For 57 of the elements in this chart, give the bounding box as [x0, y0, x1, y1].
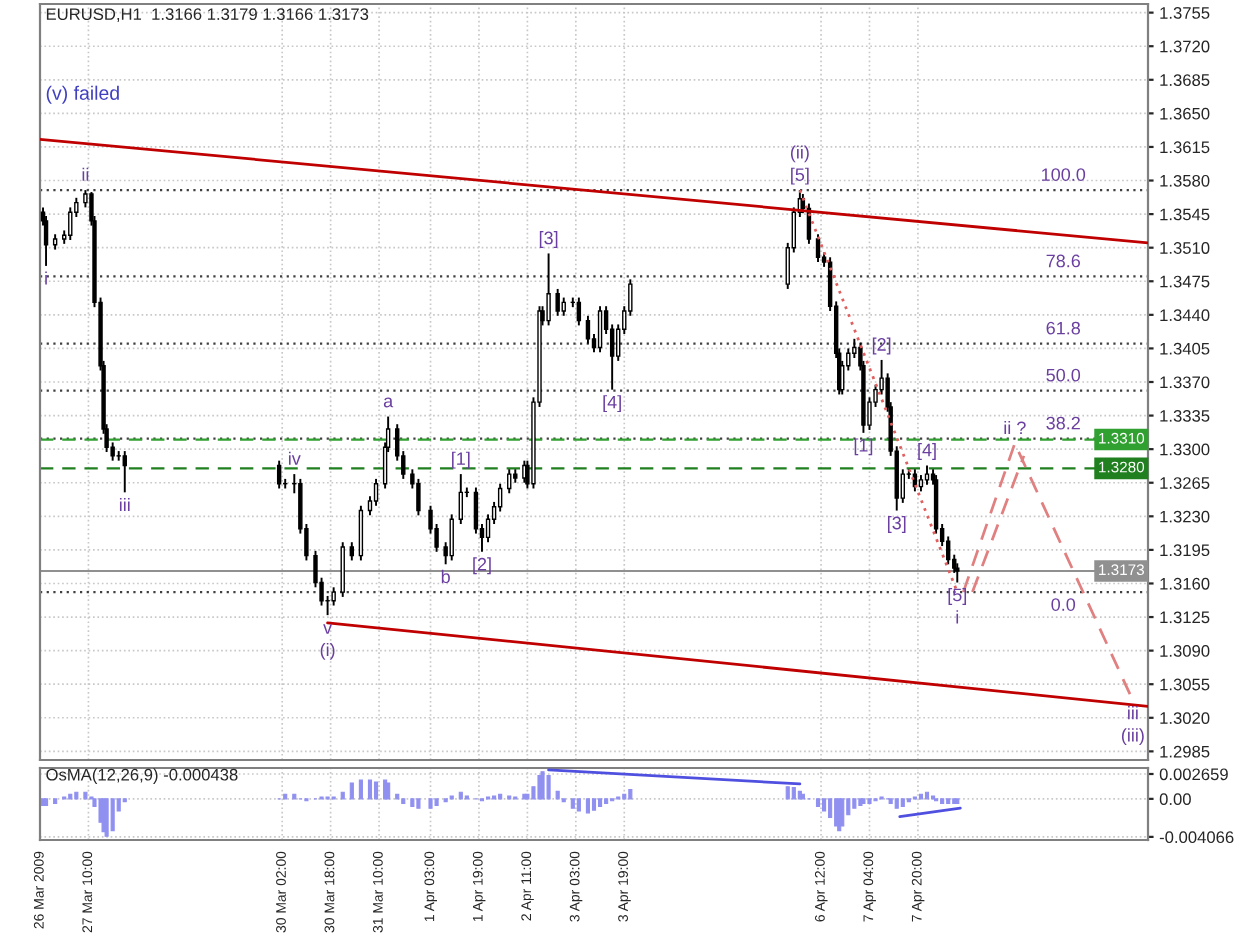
y-tick-label: 1.3230 [1160, 510, 1210, 523]
annotation: a [383, 397, 394, 408]
y-tick-label: 1.3545 [1160, 208, 1210, 221]
y-tick-label: 0.002659 [1159, 768, 1228, 781]
y-tick-label: 1.3125 [1160, 611, 1210, 624]
annotation: ii ? [1004, 421, 1026, 435]
annotation: i [45, 271, 47, 285]
y-tick-label: 1.3580 [1160, 174, 1210, 187]
annotation: 100.0 [1042, 168, 1086, 181]
y-tick-label: 1.3090 [1160, 645, 1210, 657]
annotation: i [956, 610, 959, 624]
y-tick-label: 1.2985 [1160, 745, 1210, 758]
annotation: [1] [452, 451, 470, 469]
annotation: (ii) [790, 145, 809, 163]
y-tick-label: -0.004066 [1159, 831, 1234, 844]
y-tick-label: 0.00 [1159, 793, 1191, 806]
annotation: [1] [854, 438, 873, 456]
annotation: (iii) [1121, 728, 1144, 746]
annotation: iii [1128, 706, 1138, 720]
annotation: 61.8 [1046, 321, 1081, 335]
y-tick-label: 1.3615 [1160, 141, 1210, 154]
annotation: [3] [887, 516, 906, 533]
annotation: 0.0 [1051, 598, 1076, 611]
annotation: (i) [320, 642, 335, 660]
chart-title: OsMA(12,26,9) -0.000438 [46, 768, 238, 784]
annotation: 78.6 [1046, 254, 1081, 268]
annotation: [5] [791, 167, 809, 185]
annotation: [4] [918, 443, 936, 460]
y-tick-label: 1.3265 [1160, 477, 1210, 489]
y-tick-label: 1.3335 [1160, 409, 1210, 422]
annotation: v [323, 624, 333, 634]
y-tick-label: 1.3475 [1160, 275, 1210, 288]
y-tick-label: 1.3440 [1160, 309, 1210, 322]
annotation: ii [82, 167, 89, 181]
annotation: [5] [948, 588, 967, 605]
y-tick-label: 1.3720 [1160, 40, 1210, 53]
annotation: iii [119, 497, 130, 511]
annotation: (v) failed [46, 85, 119, 104]
annotation: [2] [872, 337, 891, 355]
y-tick-label: 1.3755 [1160, 7, 1210, 19]
annotation: 50.0 [1046, 368, 1081, 382]
y-tick-label: 1.3020 [1160, 712, 1210, 724]
y-tick-label: 1.3510 [1160, 242, 1210, 254]
annotation: b [441, 569, 450, 584]
y-tick-label: 1.3370 [1160, 376, 1210, 389]
y-tick-label: 1.3650 [1160, 107, 1210, 120]
annotation: [3] [539, 231, 558, 248]
y-tick-label: 1.3300 [1160, 443, 1210, 456]
y-tick-label: 1.3055 [1160, 678, 1210, 691]
annotation: [4] [603, 395, 621, 413]
annotation: iv [288, 451, 301, 465]
y-tick-label: 1.3160 [1160, 577, 1210, 590]
y-tick-label: 1.3195 [1160, 544, 1210, 557]
annotation: 38.2 [1046, 416, 1080, 430]
y-tick-label: 1.3405 [1160, 342, 1210, 355]
chart-title: EURUSD,H1 1.3166 1.3179 1.3166 1.3173 [46, 8, 369, 22]
y-tick-label: 1.3685 [1160, 74, 1210, 86]
